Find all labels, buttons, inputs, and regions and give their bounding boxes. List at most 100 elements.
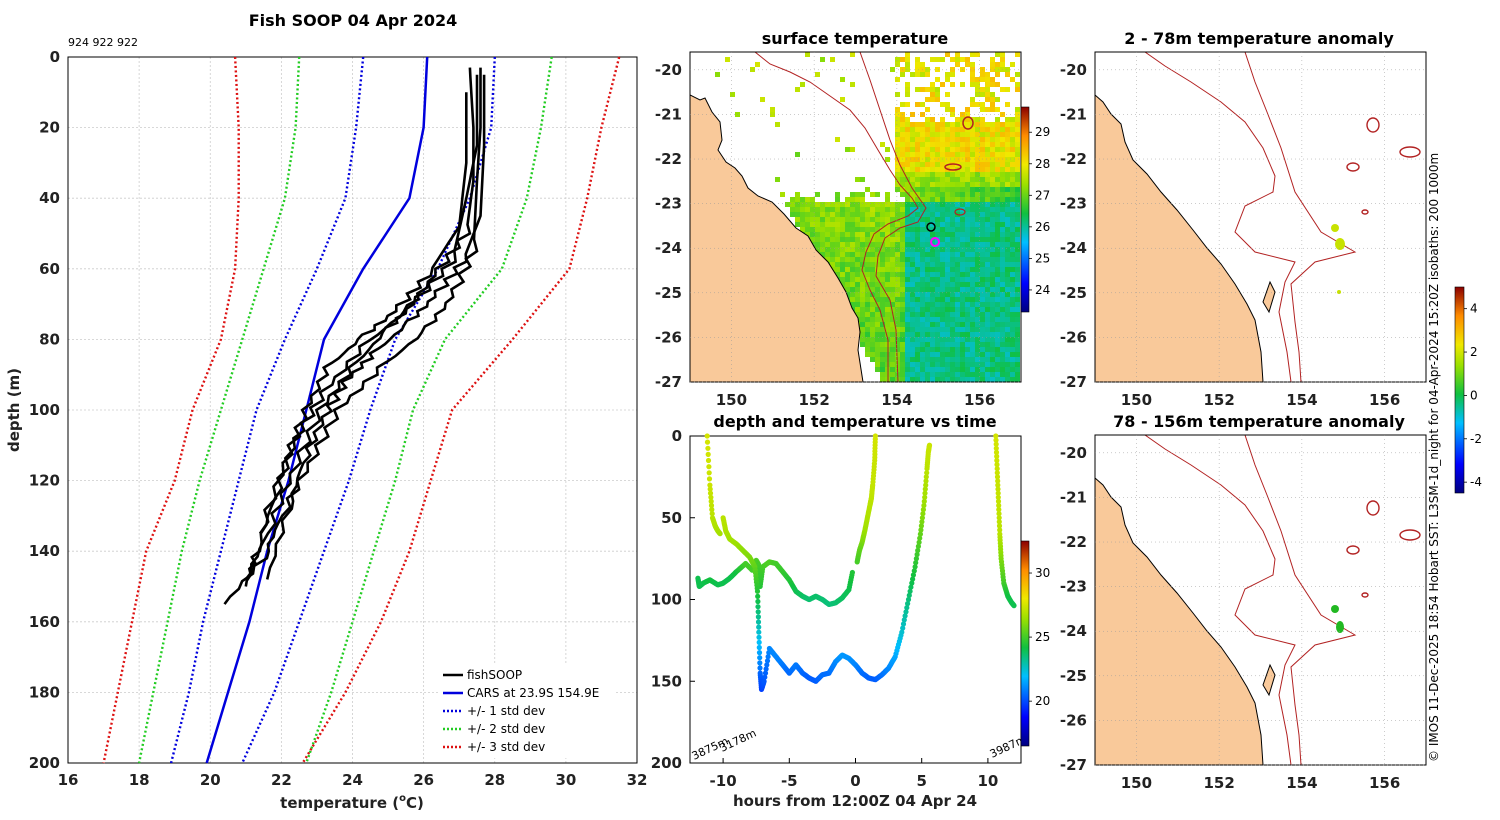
profile-legend: fishSOOP CARS at 23.9S 154.9E +/- 1 std … [438, 664, 615, 758]
sst-pixel [1000, 377, 1005, 382]
sst-pixel [795, 212, 800, 217]
sst-pixel [910, 372, 915, 377]
cast-point [754, 588, 761, 594]
sst-pixel [1010, 357, 1015, 362]
y-tick-label: -27 [1060, 756, 1087, 774]
sst-pixel [870, 342, 875, 347]
sst-pixel [940, 237, 945, 242]
sst-pixel [975, 132, 980, 137]
sst-pixel [890, 207, 895, 212]
cast-point [764, 658, 771, 664]
sst-pixel [980, 232, 985, 237]
anom2-title: 78 - 156m temperature anomaly [1113, 412, 1405, 431]
sst-pixel [860, 212, 865, 217]
sst-pixel [925, 187, 930, 192]
sst-pixel [980, 267, 985, 272]
sst-pixel [925, 237, 930, 242]
sst-pixel [975, 352, 980, 357]
cast-point [704, 439, 711, 445]
sst-pixel [950, 322, 955, 327]
sst-pixel [835, 217, 840, 222]
sst-pixel [925, 157, 930, 162]
surface-ticks: 150 152 154 156-20-21-22-23-24-25-26-27 [655, 52, 1021, 409]
sst-pixel [855, 192, 860, 197]
sst-pixel [910, 367, 915, 372]
sst-pixel [940, 187, 945, 192]
sst-pixel [905, 132, 910, 137]
sst-pixel [935, 287, 940, 292]
sst-pixel [925, 122, 930, 127]
sst-pixel [935, 162, 940, 167]
sst-pixel [1015, 82, 1020, 87]
sst-pixel [920, 347, 925, 352]
sst-pixel [980, 117, 985, 122]
sst-pixel [965, 202, 970, 207]
sst-pixel [965, 282, 970, 287]
sst-pixel [980, 352, 985, 357]
x-tick-label: 152 [1203, 391, 1234, 409]
cast-point [909, 580, 915, 586]
sst-pixel [950, 72, 955, 77]
sst-pixel [940, 257, 945, 262]
sst-pixel [920, 222, 925, 227]
y-tick-label: 60 [39, 260, 60, 278]
sst-pixel [985, 192, 990, 197]
sst-pixel [905, 187, 910, 192]
sst-pixel [975, 117, 980, 122]
sst-pixel [985, 182, 990, 187]
sst-pixel [940, 117, 945, 122]
sst-pixel [750, 67, 755, 72]
sst-pixel [930, 182, 935, 187]
sst-pixel [980, 372, 985, 377]
sst-pixel [1010, 172, 1015, 177]
sst-pixel [975, 92, 980, 97]
sst-pixel [940, 262, 945, 267]
cast-point [902, 613, 908, 619]
sst-pixel [915, 132, 920, 137]
sst-pixel [990, 342, 995, 347]
sst-pixel [975, 52, 980, 57]
sst-pixel [970, 272, 975, 277]
cast-point [913, 560, 919, 566]
sst-pixel [980, 162, 985, 167]
sst-pixel [920, 132, 925, 137]
sst-pixel [885, 332, 890, 337]
sst-pixel [865, 212, 870, 217]
sst-pixel [800, 202, 805, 207]
sst-pixel [990, 132, 995, 137]
y-tick-label: -21 [655, 105, 682, 123]
sst-pixel [825, 222, 830, 227]
sst-pixel [960, 312, 965, 317]
sst-pixel [975, 227, 980, 232]
sst-pixel [955, 177, 960, 182]
sst-pixel [965, 347, 970, 352]
sst-pixel [905, 297, 910, 302]
sst-pixel [805, 222, 810, 227]
sst-pixel [995, 177, 1000, 182]
sst-pixel [970, 317, 975, 322]
cast-point [900, 621, 907, 627]
sst-pixel [995, 362, 1000, 367]
sst-pixel [915, 332, 920, 337]
sst-pixel [895, 137, 900, 142]
sst-pixel [975, 162, 980, 167]
sst-pixel [870, 192, 875, 197]
sst-pixel [930, 302, 935, 307]
sst-pixel [985, 97, 990, 102]
y-tick-label: 200 [651, 754, 682, 772]
sst-pixel [990, 367, 995, 372]
sst-pixel [900, 212, 905, 217]
sst-pixel [920, 297, 925, 302]
cast-point [756, 639, 762, 646]
sst-pixel [970, 102, 975, 107]
sst-pixel [965, 252, 970, 257]
island [1262, 280, 1276, 314]
sst-pixel [970, 67, 975, 72]
sst-pixel [920, 62, 925, 67]
sst-pixel [950, 372, 955, 377]
sst-pixel [935, 152, 940, 157]
sst-pixel [980, 202, 985, 207]
sst-pixel [920, 372, 925, 377]
sst-pixel [955, 352, 960, 357]
std1-plus-line [241, 56, 496, 764]
